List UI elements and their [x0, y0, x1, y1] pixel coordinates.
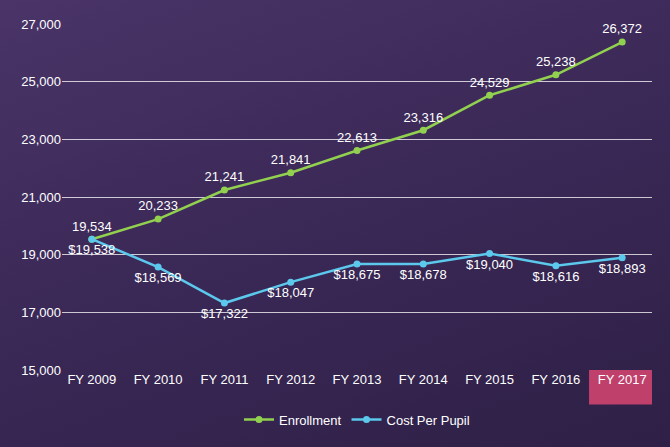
- svg-text:FY 2012: FY 2012: [266, 372, 315, 387]
- svg-text:21,000: 21,000: [21, 190, 61, 205]
- svg-text:FY 2010: FY 2010: [134, 372, 183, 387]
- svg-text:15,000: 15,000: [21, 363, 61, 378]
- svg-text:FY 2013: FY 2013: [333, 372, 382, 387]
- svg-text:FY 2016: FY 2016: [531, 372, 580, 387]
- svg-text:19,000: 19,000: [21, 247, 61, 262]
- svg-text:FY 2014: FY 2014: [399, 372, 448, 387]
- svg-text:27,000: 27,000: [21, 17, 61, 32]
- svg-text:Cost Per Pupil: Cost Per Pupil: [387, 413, 470, 428]
- svg-text:23,000: 23,000: [21, 132, 61, 147]
- svg-text:$18,675: $18,675: [334, 267, 381, 282]
- svg-text:17,000: 17,000: [21, 305, 61, 320]
- svg-text:FY 2015: FY 2015: [465, 372, 514, 387]
- svg-text:$18,616: $18,616: [532, 269, 579, 284]
- svg-text:FY 2009: FY 2009: [67, 372, 116, 387]
- svg-text:26,372: 26,372: [602, 21, 642, 36]
- svg-text:$17,322: $17,322: [201, 306, 248, 321]
- svg-text:$19,040: $19,040: [466, 257, 513, 272]
- svg-text:$18,678: $18,678: [400, 267, 447, 282]
- svg-text:$18,893: $18,893: [599, 261, 646, 276]
- svg-text:21,841: 21,841: [271, 152, 311, 167]
- svg-text:19,534: 19,534: [72, 219, 112, 234]
- svg-text:FY 2011: FY 2011: [200, 372, 248, 387]
- svg-text:20,233: 20,233: [138, 198, 178, 213]
- svg-text:Enrollment: Enrollment: [279, 413, 342, 428]
- svg-text:25,000: 25,000: [21, 74, 61, 89]
- svg-text:21,241: 21,241: [205, 169, 245, 184]
- svg-text:FY 2017: FY 2017: [598, 372, 647, 387]
- svg-text:$18,047: $18,047: [267, 285, 314, 300]
- svg-text:$19,538: $19,538: [68, 242, 115, 257]
- svg-text:$18,569: $18,569: [135, 270, 182, 285]
- svg-text:24,529: 24,529: [470, 75, 510, 90]
- svg-text:25,238: 25,238: [536, 54, 576, 69]
- svg-text:22,613: 22,613: [337, 130, 377, 145]
- svg-text:23,316: 23,316: [403, 110, 443, 125]
